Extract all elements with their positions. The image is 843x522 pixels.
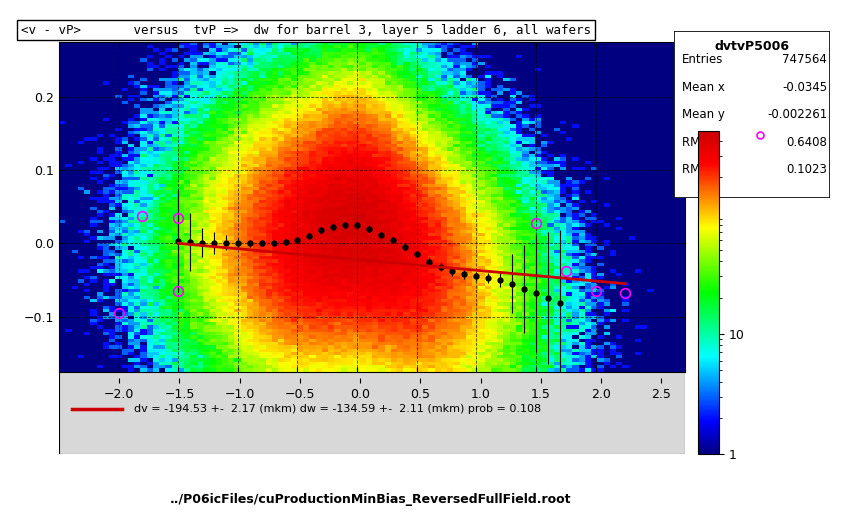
Text: 0.1023: 0.1023 xyxy=(787,163,827,176)
Text: -0.002261: -0.002261 xyxy=(767,108,827,121)
Text: -0.0345: -0.0345 xyxy=(782,80,827,93)
Text: Mean x: Mean x xyxy=(682,80,725,93)
Text: 747564: 747564 xyxy=(782,53,827,66)
Text: RMS y: RMS y xyxy=(682,163,718,176)
Text: RMS x: RMS x xyxy=(682,136,718,149)
Text: <v - vP>       versus  tvP =>  dw for barrel 3, layer 5 ladder 6, all wafers: <v - vP> versus tvP => dw for barrel 3, … xyxy=(21,23,591,37)
Text: 0.6408: 0.6408 xyxy=(787,136,827,149)
Text: dv = -194.53 +-  2.17 (mkm) dw = -134.59 +-  2.11 (mkm) prob = 0.108: dv = -194.53 +- 2.17 (mkm) dw = -134.59 … xyxy=(134,404,541,414)
Text: Mean y: Mean y xyxy=(682,108,725,121)
Text: ../P06icFiles/cuProductionMinBias_ReversedFullField.root: ../P06icFiles/cuProductionMinBias_Revers… xyxy=(170,493,572,506)
Text: Entries: Entries xyxy=(682,53,723,66)
Text: dvtvP5006: dvtvP5006 xyxy=(715,40,790,53)
